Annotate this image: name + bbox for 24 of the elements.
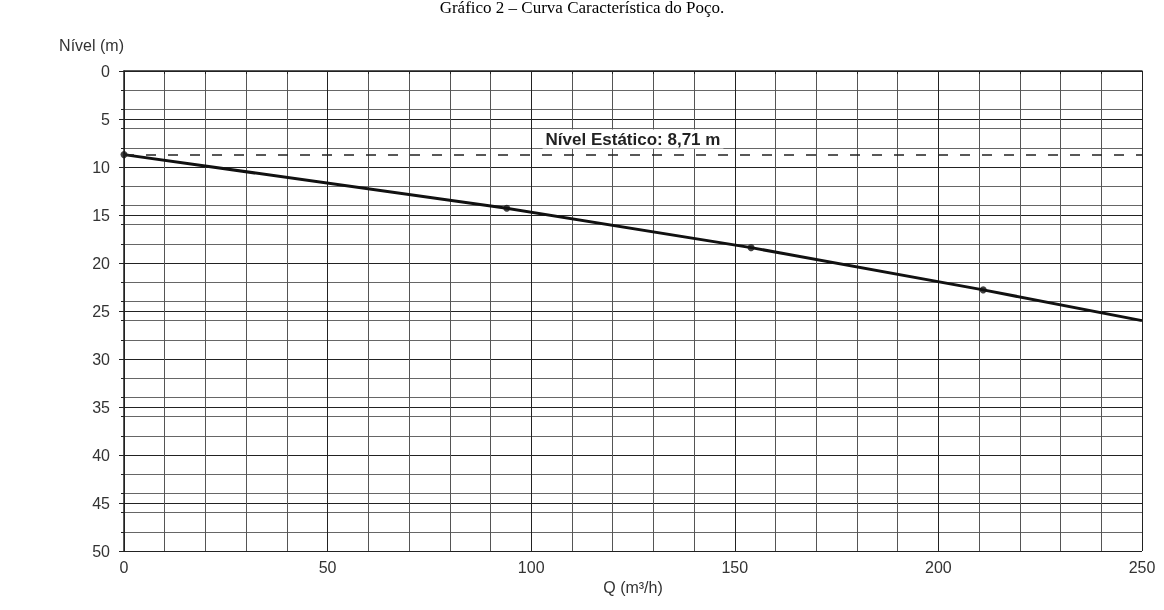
ref-line-label: Nível Estático: 8,71 m (545, 129, 721, 149)
point (747, 244, 755, 252)
y-tick-label: 30 (92, 350, 111, 368)
x-tick-label: 250 (1128, 558, 1156, 576)
y-tick-label: 10 (92, 158, 111, 176)
y-tick-label: 20 (92, 254, 111, 272)
y-tick-label: 5 (101, 110, 111, 128)
point (503, 204, 511, 212)
y-tick-label: 45 (92, 494, 111, 512)
y-tick-label: 40 (92, 446, 111, 464)
x-axis-title: Q (m³/h) (603, 579, 663, 597)
y-axis-title: Nível (m) (59, 36, 124, 54)
y-tick-label: 15 (92, 206, 111, 224)
x-tick-label: 100 (517, 558, 545, 576)
chart-title: Gráfico 2 – Curva Característica do Poço. (439, 0, 725, 17)
x-tick-label: 0 (119, 558, 129, 576)
y-tick-label: 35 (92, 398, 111, 416)
x-tick-label: 50 (318, 558, 337, 576)
x-tick-label: 150 (721, 558, 749, 576)
y-tick-label: 50 (92, 542, 111, 560)
y-tick-label: 0 (101, 62, 111, 80)
x-tick-label: 200 (925, 558, 952, 576)
point (979, 286, 987, 294)
y-tick-label: 25 (92, 302, 111, 320)
